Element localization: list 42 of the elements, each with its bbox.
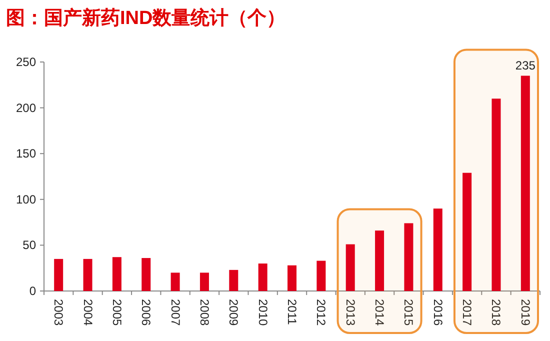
x-tick-label: 2019 [518,299,532,326]
bar [170,272,180,291]
x-tick-label: 2014 [372,299,387,326]
x-tick-label: 2006 [139,299,154,326]
bar [142,258,151,291]
bar [404,223,414,291]
bar [375,230,384,291]
bar [346,244,355,291]
y-tick-label: 250 [16,55,36,69]
x-tick-label: 2004 [80,299,95,326]
x-tick-label: 2011 [285,299,299,326]
y-tick-label: 100 [16,192,36,206]
bar [54,258,64,291]
bar [462,172,472,291]
bar [112,257,122,291]
x-tick-label: 2015 [402,299,416,326]
bar [229,270,238,291]
y-tick-label: 50 [22,238,36,252]
bar [200,272,209,291]
bar [288,265,296,291]
data-label: 235 [515,58,536,73]
bar [83,258,92,291]
x-tick-label: 2018 [489,299,504,326]
bar [520,76,530,291]
bar [258,264,268,291]
chart-title: 图：国产新药IND数量统计（个） [6,7,286,29]
x-tick-label: 2013 [343,299,358,326]
x-tick-label: 2012 [314,299,328,326]
x-tick-label: 2010 [256,299,270,326]
x-tick-label: 2009 [226,299,241,326]
bar [433,208,442,291]
x-tick-label: 2007 [168,299,182,326]
bar [492,98,501,291]
x-tick-label: 2003 [52,299,66,326]
x-tick-label: 2016 [430,299,445,326]
x-tick-label: 2017 [460,299,474,326]
bar [316,260,326,291]
x-tick-label: 2008 [197,299,212,326]
x-tick-label: 2005 [110,299,124,326]
y-tick-label: 0 [29,284,36,298]
y-tick-label: 150 [16,146,36,161]
y-tick-label: 200 [16,100,36,115]
